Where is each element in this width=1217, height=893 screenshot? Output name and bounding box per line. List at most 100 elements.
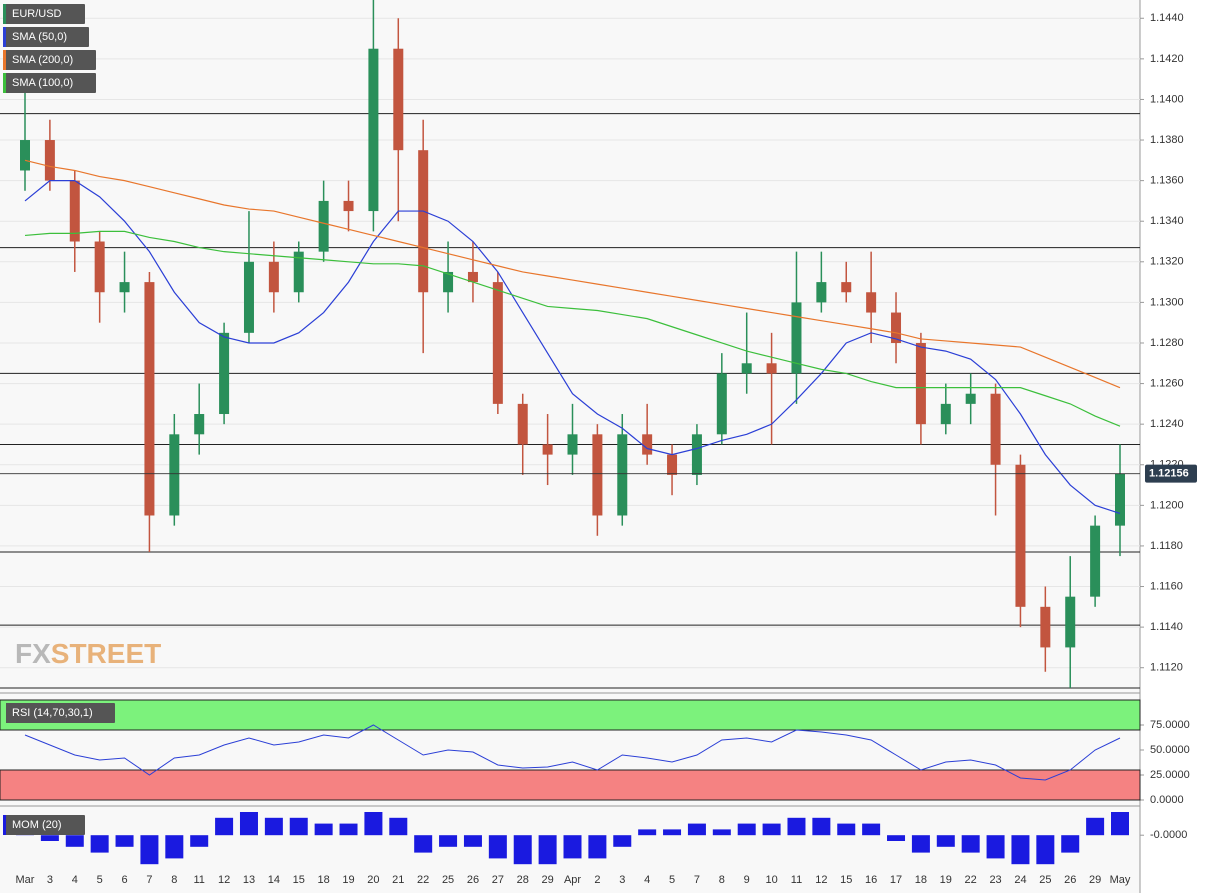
y-tick-label: 1.1400: [1150, 93, 1184, 105]
x-tick-label: 15: [293, 874, 305, 886]
candle-body: [20, 140, 30, 171]
mom-bar: [613, 835, 632, 847]
legend-box: [3, 50, 96, 70]
candle-body: [841, 282, 852, 293]
candle-body: [866, 292, 877, 313]
x-tick-label: 8: [171, 874, 177, 886]
x-tick-label: 23: [989, 874, 1001, 886]
y-tick-label: 1.1180: [1150, 540, 1183, 552]
mom-bar: [364, 812, 383, 836]
candle-body: [119, 282, 130, 293]
mom-bar: [737, 823, 756, 836]
mom-bar: [90, 835, 109, 853]
candle-body: [1115, 473, 1125, 526]
x-tick-label: 6: [121, 874, 127, 886]
x-tick-label: 22: [965, 874, 977, 886]
x-tick-label: 15: [840, 874, 852, 886]
y-tick-label: 1.1160: [1150, 580, 1183, 592]
candle-body: [318, 200, 329, 252]
x-tick-label: 14: [268, 874, 280, 886]
legend-swatch: [3, 27, 6, 47]
y-tick-label: 25.0000: [1150, 769, 1190, 781]
x-tick-label: 20: [367, 874, 379, 886]
legend-box: [3, 815, 85, 835]
x-tick-label: 25: [442, 874, 454, 886]
mom-bar: [862, 823, 881, 836]
mom-bar: [887, 835, 906, 841]
x-tick-label: Mar: [16, 874, 35, 886]
candle-body: [791, 302, 802, 374]
last-price-box: [1145, 464, 1197, 483]
watermark-fx: FX: [15, 638, 51, 669]
sma-line: [24, 159, 1121, 389]
x-tick-label: 25: [1039, 874, 1051, 886]
last-price-label: 1.12156: [1149, 468, 1189, 480]
legend-label: SMA (50,0): [12, 31, 67, 43]
mom-bar: [190, 835, 209, 847]
x-tick-label: 3: [619, 874, 625, 886]
legend-swatch: [3, 4, 6, 24]
oversold-zone: [0, 769, 1141, 801]
x-tick-label: 7: [146, 874, 152, 886]
x-tick-label: 18: [318, 874, 330, 886]
candle-body: [567, 434, 578, 455]
candle-body: [1015, 464, 1026, 607]
mom-bar: [812, 817, 831, 836]
candle-body: [194, 414, 205, 435]
sma-line: [24, 230, 1121, 427]
candle-body: [467, 271, 478, 283]
mom-bar: [588, 835, 607, 859]
legend-box: [3, 4, 85, 24]
candle-body: [1090, 525, 1101, 597]
candle-body: [268, 261, 279, 293]
candle-body: [243, 261, 254, 333]
mom-bar: [1061, 835, 1080, 853]
x-tick-label: 26: [467, 874, 479, 886]
y-tick-label: 1.1240: [1150, 418, 1184, 430]
mom-bar: [687, 823, 706, 836]
mom-bar: [762, 823, 781, 836]
y-tick-label: 1.1120: [1150, 662, 1183, 674]
candle-body: [517, 403, 528, 445]
x-tick-label: 5: [97, 874, 103, 886]
mom-bar: [140, 835, 159, 865]
legend-label: SMA (100,0): [12, 77, 73, 89]
x-tick-label: 2: [594, 874, 600, 886]
mom-bar: [264, 817, 283, 836]
legend-swatch: [3, 703, 6, 723]
y-tick-label: 75.0000: [1150, 719, 1190, 731]
candle-body: [94, 241, 105, 293]
x-tick-label: 29: [541, 874, 553, 886]
y-tick-label: 1.1260: [1150, 377, 1184, 389]
mom-bar: [289, 817, 308, 836]
mom-bar: [115, 835, 134, 847]
mom-bar: [1111, 812, 1129, 836]
mom-bar: [986, 835, 1005, 859]
candle-body: [443, 271, 454, 293]
candle-body: [418, 150, 429, 293]
x-tick-label: 8: [719, 874, 725, 886]
mom-bar: [215, 817, 234, 836]
legend-label: MOM (20): [12, 819, 62, 831]
y-tick-label: 50.0000: [1150, 744, 1190, 756]
mom-bar: [911, 835, 930, 853]
mom-bar: [1011, 835, 1030, 865]
x-tick-label: 27: [492, 874, 504, 886]
mom-bar: [389, 817, 408, 836]
candle-body: [293, 251, 304, 293]
y-tick-label: 1.1440: [1150, 12, 1184, 24]
mom-bar: [40, 835, 59, 841]
overbought-zone: [0, 699, 1141, 731]
legend-box: [3, 27, 89, 47]
candle-body: [219, 332, 230, 415]
candle-body: [766, 363, 777, 374]
y-tick-label: 1.1200: [1150, 499, 1184, 511]
legend-label: SMA (200,0): [12, 54, 73, 66]
candle-body: [691, 434, 702, 475]
mom-bar: [787, 817, 806, 836]
x-tick-label: 7: [694, 874, 700, 886]
candle-body: [542, 444, 553, 455]
legend-box: [3, 73, 96, 93]
candle-body: [592, 434, 603, 516]
